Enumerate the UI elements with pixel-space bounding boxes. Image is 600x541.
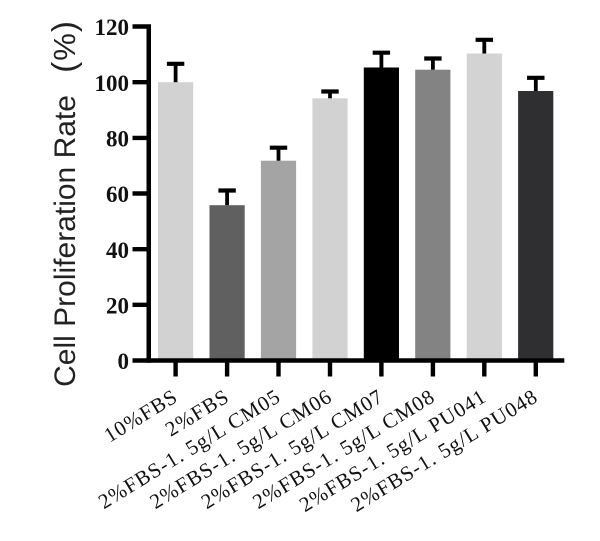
svg-text:20: 20 bbox=[106, 293, 129, 318]
svg-text:80: 80 bbox=[106, 127, 129, 152]
svg-text:100: 100 bbox=[95, 71, 130, 96]
svg-text:60: 60 bbox=[106, 182, 129, 207]
svg-text:0: 0 bbox=[118, 349, 130, 374]
svg-text:40: 40 bbox=[106, 238, 129, 263]
svg-text:120: 120 bbox=[95, 15, 130, 40]
